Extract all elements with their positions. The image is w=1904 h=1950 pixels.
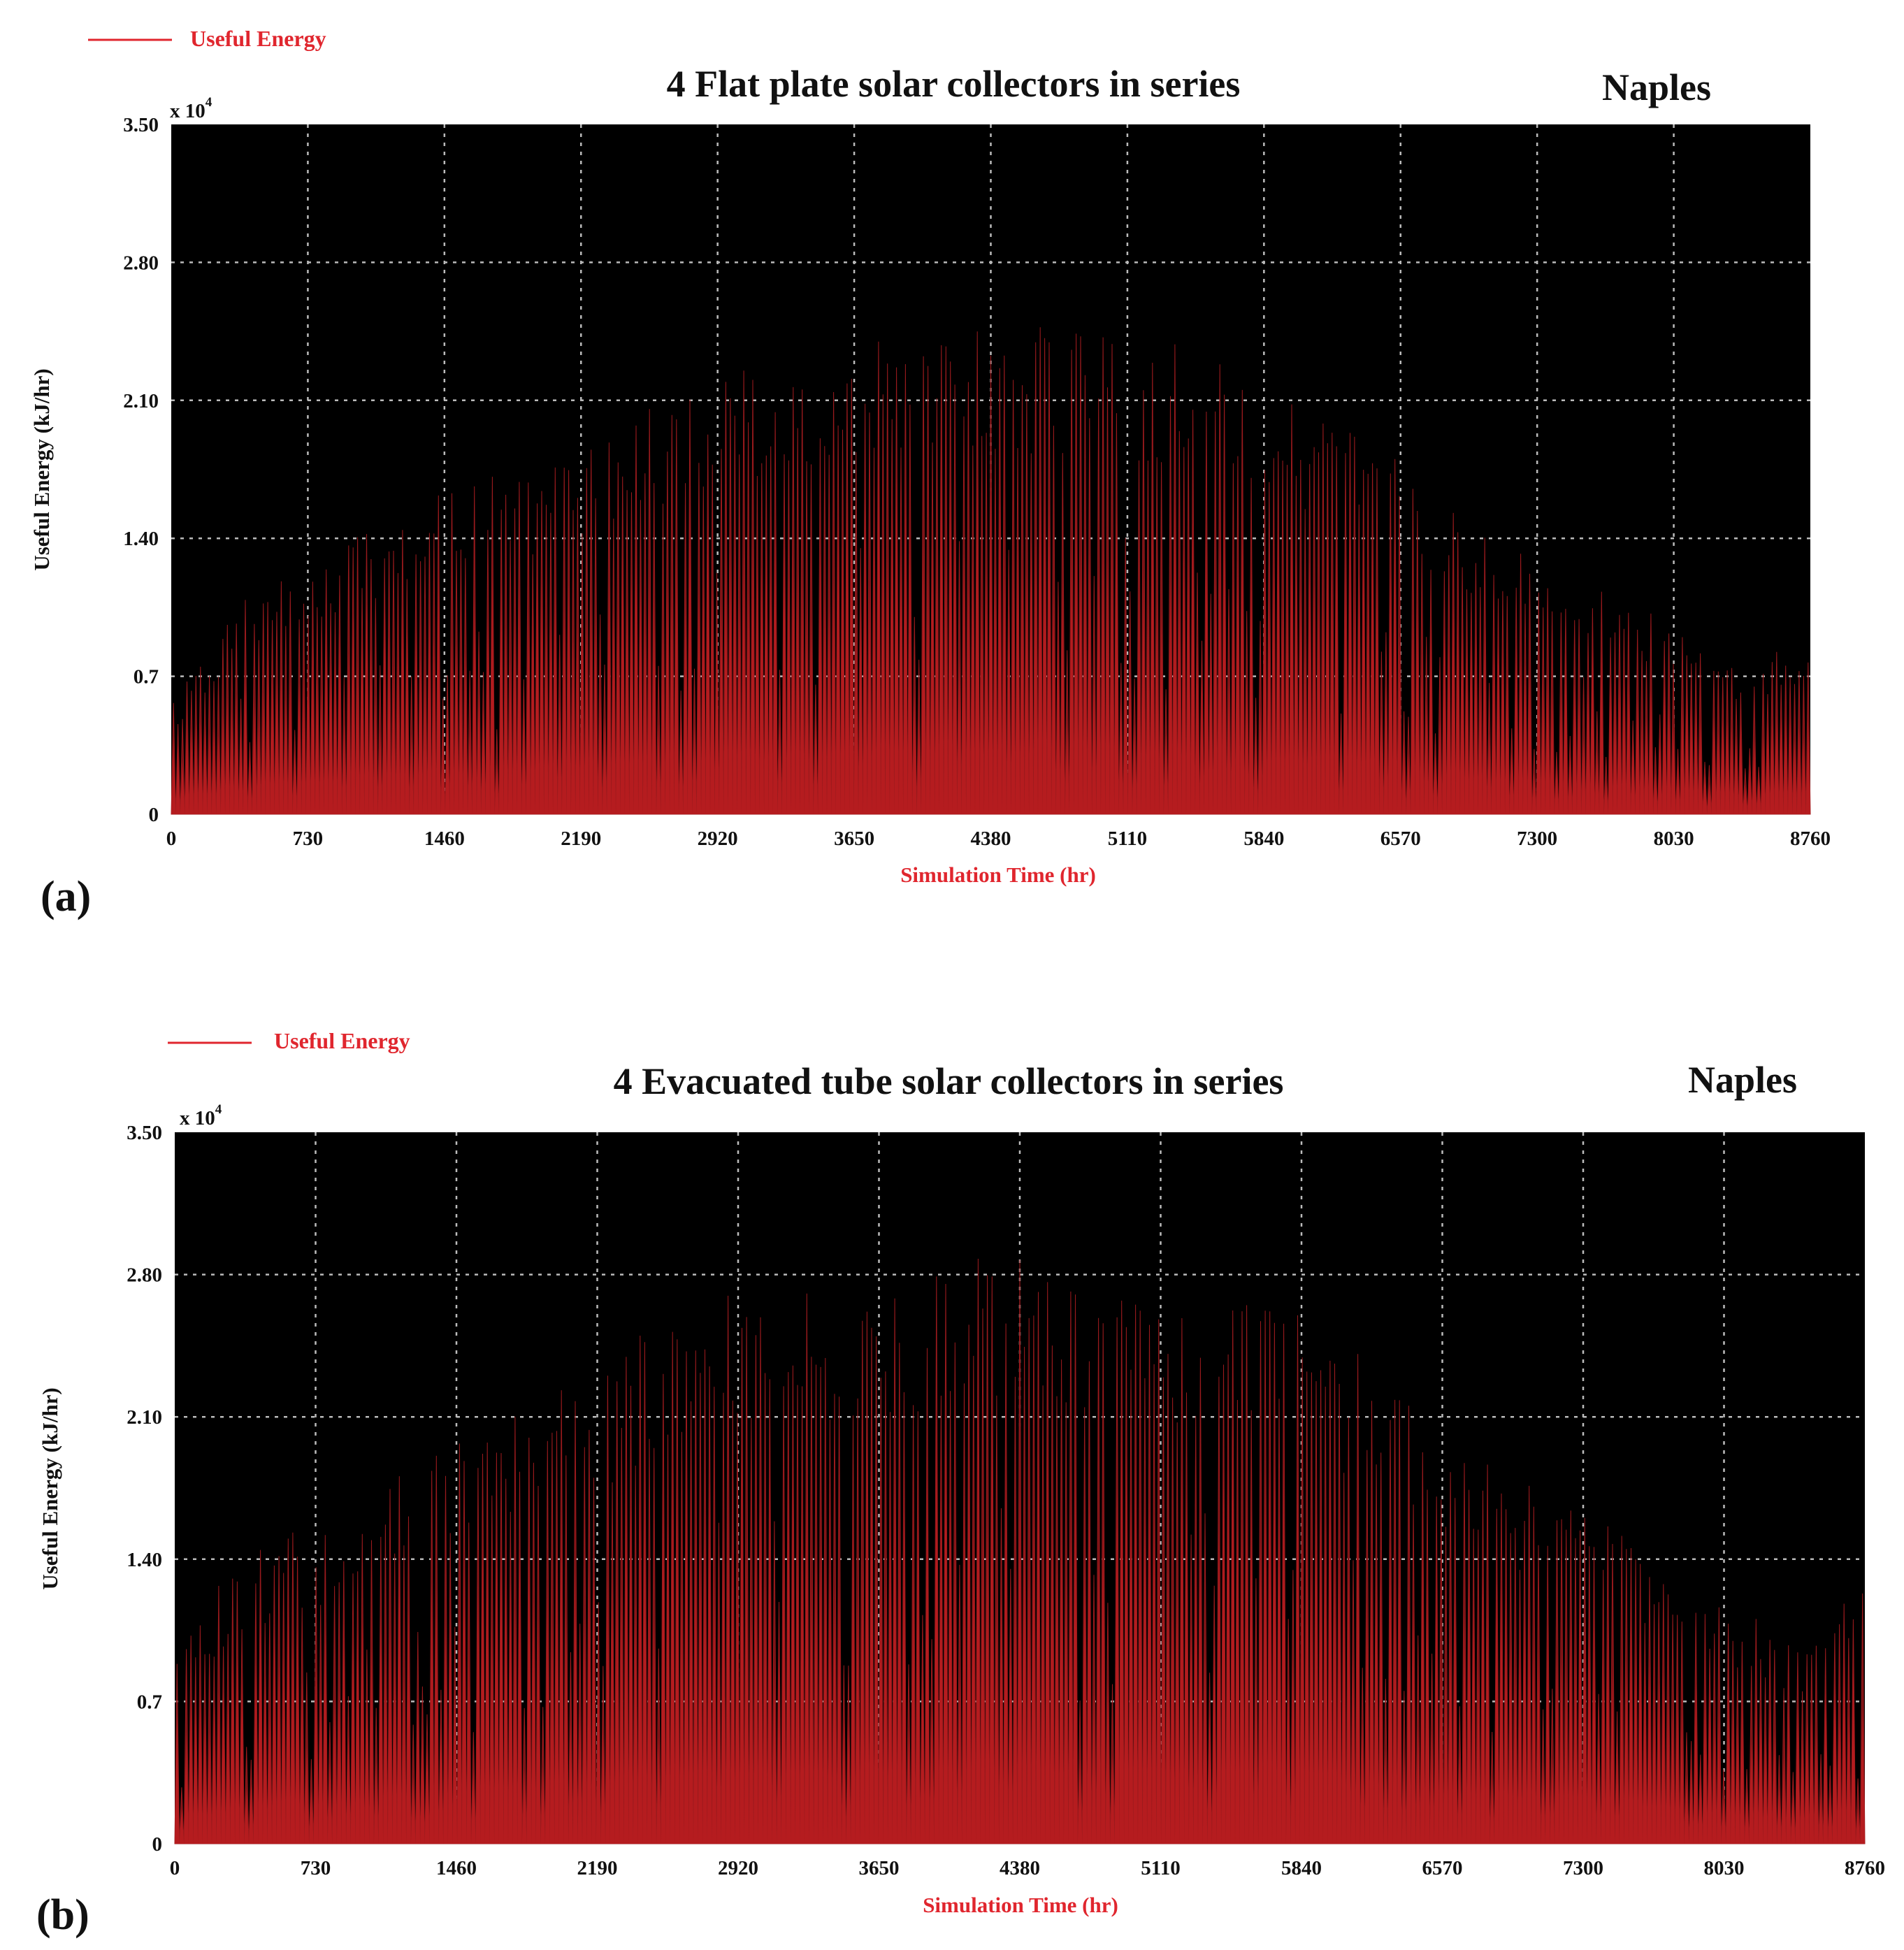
- x-axis-label: Simulation Time (hr): [900, 862, 1096, 887]
- chart-panel-b: Useful Energy 4 Evacuated tube solar col…: [36, 1028, 1885, 1939]
- y-axis-ticks: 0 0.7 1.40 2.10 2.80 3.50: [123, 114, 159, 826]
- x-tick-label: 3650: [834, 828, 874, 850]
- series-area-core: [171, 441, 1810, 814]
- x-tick-label: 0: [166, 828, 177, 850]
- x-tick-label: 5110: [1141, 1857, 1180, 1879]
- y-tick-label: 2.80: [123, 252, 159, 274]
- location-label: Naples: [1602, 66, 1711, 108]
- x-tick-label: 8760: [1790, 828, 1831, 850]
- x-tick-label: 2920: [718, 1857, 758, 1879]
- x-tick-label: 2190: [561, 828, 601, 850]
- x-tick-label: 730: [301, 1857, 331, 1879]
- location-label: Naples: [1688, 1059, 1797, 1101]
- x-tick-label: 1460: [436, 1857, 477, 1879]
- useful-energy-series: [174, 1258, 1866, 1844]
- chart-title: 4 Flat plate solar collectors in series: [667, 63, 1241, 105]
- x-tick-label: 0: [170, 1857, 180, 1879]
- legend-label: Useful Energy: [274, 1028, 410, 1053]
- y-tick-label: 2.10: [127, 1406, 162, 1429]
- y-axis-label: Useful Energy (kJ/hr): [38, 1387, 62, 1589]
- series-area-core: [175, 1401, 1865, 1844]
- y-tick-label: 2.10: [123, 390, 159, 412]
- y-multiplier: x 104: [170, 95, 212, 122]
- chart-title: 4 Evacuated tube solar collectors in ser…: [614, 1060, 1284, 1102]
- x-tick-label: 7300: [1563, 1857, 1603, 1879]
- x-tick-label: 3650: [859, 1857, 900, 1879]
- x-tick-label: 8760: [1845, 1857, 1885, 1879]
- chart-panel-a: Useful Energy 4 Flat plate solar collect…: [29, 26, 1831, 920]
- x-tick-label: 6570: [1422, 1857, 1463, 1879]
- x-tick-label: 1460: [424, 828, 465, 850]
- x-tick-label: 2920: [698, 828, 738, 850]
- legend-label: Useful Energy: [190, 26, 326, 51]
- x-tick-label: 5110: [1108, 828, 1147, 850]
- x-tick-label: 8030: [1704, 1857, 1745, 1879]
- y-tick-label: 3.50: [127, 1122, 162, 1144]
- y-tick-label: 0: [152, 1833, 163, 1856]
- x-tick-label: 4380: [1000, 1857, 1040, 1879]
- panel-label: (a): [41, 873, 91, 920]
- y-multiplier: x 104: [180, 1102, 222, 1129]
- x-tick-label: 4380: [971, 828, 1011, 850]
- x-tick-label: 5840: [1243, 828, 1284, 850]
- y-tick-label: 0.7: [137, 1691, 162, 1713]
- y-tick-label: 1.40: [123, 528, 159, 550]
- x-axis-label: Simulation Time (hr): [923, 1893, 1118, 1917]
- x-tick-label: 6570: [1380, 828, 1421, 850]
- x-axis-ticks: 0 730 1460 2190 2920 3650 4380 5110 5840 6570 7300…: [170, 1857, 1885, 1879]
- x-tick-label: 8030: [1654, 828, 1694, 850]
- panel-label: (b): [36, 1891, 89, 1939]
- useful-energy-series: [171, 327, 1811, 815]
- x-axis-ticks: 0 730 1460 2190 2920 3650 4380 5110 5840 6570 7300…: [166, 828, 1831, 850]
- x-tick-label: 7300: [1517, 828, 1557, 850]
- y-tick-label: 1.40: [127, 1549, 162, 1571]
- y-axis-label: Useful Energy (kJ/hr): [29, 368, 54, 570]
- y-tick-label: 2.80: [127, 1264, 162, 1287]
- y-tick-label: 0.7: [134, 666, 159, 688]
- y-axis-ticks: 0 0.7 1.40 2.10 2.80 3.50: [127, 1122, 162, 1856]
- y-tick-label: 0: [149, 804, 159, 826]
- y-tick-label: 3.50: [123, 114, 159, 136]
- x-tick-label: 730: [293, 828, 324, 850]
- x-tick-label: 2190: [577, 1857, 618, 1879]
- x-tick-label: 5840: [1281, 1857, 1322, 1879]
